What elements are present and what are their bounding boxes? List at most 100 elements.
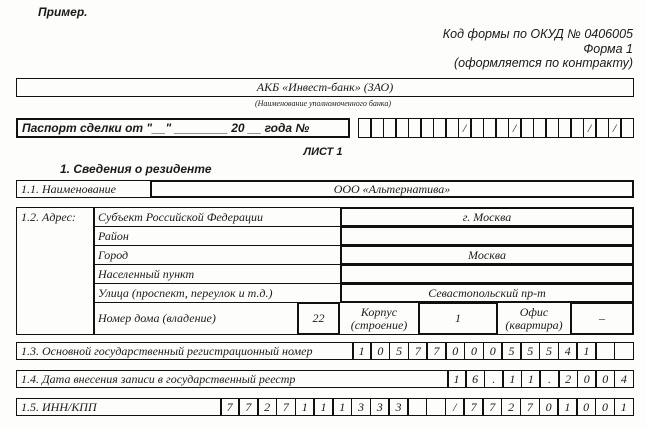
char-cell[interactable]: 2 [500,398,522,416]
name-label: 1.1. Наименование [16,180,152,198]
char-cell[interactable]: 3 [388,398,409,416]
inn-kpp-label: 1.5. ИНН/КПП [16,398,222,416]
address-row-field[interactable] [340,264,634,284]
char-cell[interactable]: 7 [482,398,503,416]
char-cell[interactable] [620,118,634,138]
char-cell[interactable]: 4 [613,370,634,388]
house-label: Номер дома (владение) [93,302,299,335]
char-cell[interactable] [425,398,447,416]
char-cell[interactable]: 0 [576,370,597,388]
char-cell[interactable] [357,118,372,138]
char-cell[interactable]: 1 [313,398,334,416]
char-cell[interactable]: 1 [613,398,634,416]
char-cell[interactable]: 0 [482,342,503,360]
char-cell[interactable]: / [607,118,622,138]
section-title: 1. Сведения о резиденте [60,162,212,176]
char-cell[interactable]: / [444,398,465,416]
char-cell[interactable]: 0 [594,398,616,416]
address-row-label: Субъект Российской Федерации [93,207,341,227]
form-header: Код формы по ОКУД № 0406005 Форма 1 (офо… [443,27,633,71]
char-cell[interactable]: 7 [463,398,484,416]
address-row-field[interactable]: Москва [340,245,634,265]
char-cell[interactable] [420,118,434,138]
address-row-field[interactable]: Севастопольский пр-т [340,283,634,303]
char-cell[interactable]: 3 [369,398,390,416]
char-cell[interactable]: 0 [445,342,466,360]
char-cell[interactable] [595,342,616,360]
char-cell[interactable]: / [507,118,522,138]
char-cell[interactable]: / [582,118,597,138]
char-cell[interactable]: 5 [388,342,410,360]
char-cell[interactable]: 2 [257,398,278,416]
char-cell[interactable] [545,118,559,138]
address-row-field[interactable]: г. Москва [340,207,634,227]
address-row-field[interactable] [340,226,634,246]
char-cell[interactable]: . [483,370,504,388]
char-cell[interactable] [407,398,428,416]
char-cell[interactable]: 2 [558,370,579,388]
address-row-label: Район [93,226,341,246]
address-row-label: Населенный пункт [93,264,341,284]
char-cell[interactable] [370,118,384,138]
char-cell[interactable]: 0 [538,398,559,416]
char-cell[interactable]: 0 [463,342,485,360]
sheet-title: ЛИСТ 1 [303,146,343,158]
char-cell[interactable]: / [457,118,472,138]
address-row-label: Город [93,245,341,265]
char-cell[interactable] [557,118,572,138]
char-cell[interactable]: 1 [294,398,315,416]
char-cell[interactable] [532,118,547,138]
char-cell[interactable]: 7 [407,342,428,360]
char-cell[interactable]: 1 [332,398,353,416]
char-cell[interactable]: 5 [520,342,541,360]
bank-name-field[interactable]: АКБ «Инвест-банк» (ЗАО) [16,78,634,97]
char-cell[interactable]: 1 [576,342,597,360]
passport-number-cells[interactable]: / / / / [357,118,634,138]
office-label: Офис (квартира) [497,302,571,335]
char-cell[interactable]: 7 [219,398,240,416]
char-cell[interactable] [482,118,497,138]
char-cell[interactable] [520,118,534,138]
char-cell[interactable]: 7 [519,398,541,416]
char-cell[interactable]: 3 [350,398,372,416]
ogrn-label: 1.3. Основной государственный регистраци… [16,342,354,360]
char-cell[interactable] [613,342,635,360]
char-cell[interactable] [445,118,459,138]
char-cell[interactable]: 1 [502,370,523,388]
char-cell[interactable] [470,118,484,138]
char-cell[interactable] [395,118,409,138]
char-cell[interactable]: 7 [275,398,297,416]
char-cell[interactable]: 1 [520,370,541,388]
char-cell[interactable]: 0 [576,398,597,416]
char-cell[interactable] [432,118,447,138]
char-cell[interactable]: 6 [465,370,486,388]
inn-kpp-cells[interactable]: 7 7 2 7 1 1 1 3 3 3/7 7 2 7 0 1 0 0 1 [219,398,634,416]
char-cell[interactable]: 0 [370,342,391,360]
form-number: Форма 1 [583,41,633,56]
char-cell[interactable]: . [539,370,560,388]
char-cell[interactable] [495,118,509,138]
char-cell[interactable]: 4 [557,342,578,360]
office-field[interactable]: – [570,302,634,335]
building-label: Корпус (строение) [339,302,419,335]
char-cell[interactable]: 5 [538,342,560,360]
char-cell[interactable]: 7 [238,398,259,416]
house-field[interactable]: 22 [297,302,340,335]
char-cell[interactable]: 5 [501,342,522,360]
address-label: 1.2. Адрес: [21,210,76,224]
char-cell[interactable]: 1 [446,370,467,388]
char-cell[interactable] [407,118,422,138]
building-field[interactable]: 1 [418,302,498,335]
char-cell[interactable] [570,118,584,138]
char-cell[interactable] [382,118,397,138]
name-field[interactable]: ООО «Альтернатива» [150,180,634,198]
char-cell[interactable]: 1 [351,342,372,360]
char-cell[interactable] [595,118,609,138]
char-cell[interactable]: 7 [426,342,447,360]
char-cell[interactable]: 0 [595,370,616,388]
bank-caption: (Наименование уполномоченного банка) [254,99,392,108]
char-cell[interactable]: 1 [557,398,578,416]
